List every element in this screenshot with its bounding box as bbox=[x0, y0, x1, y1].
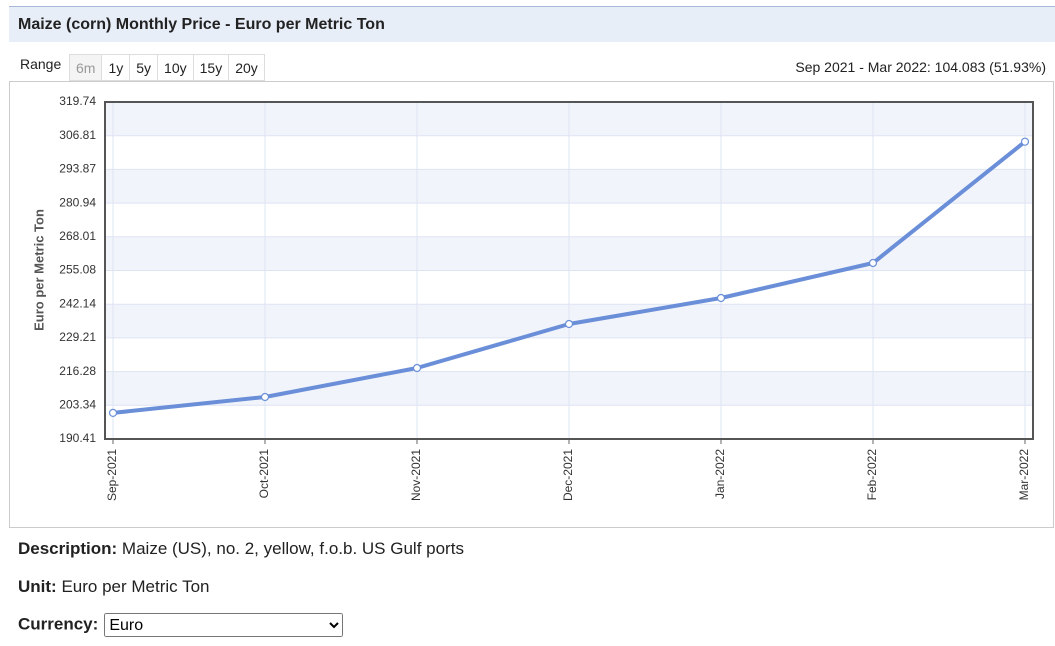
data-point bbox=[868, 258, 878, 268]
header: Maize (corn) Monthly Price - Euro per Me… bbox=[9, 6, 1055, 42]
data-point bbox=[1020, 137, 1030, 146]
range-button[interactable]: 10y bbox=[157, 54, 193, 81]
currency-select[interactable]: Euro bbox=[104, 613, 344, 637]
y-tick-label: 306.81 bbox=[59, 128, 96, 142]
x-tick-label: Oct-2021 bbox=[257, 449, 271, 499]
currency: Currency: Euro bbox=[18, 613, 344, 637]
range-button[interactable]: 15y bbox=[192, 54, 229, 81]
y-tick-label: 255.08 bbox=[59, 263, 96, 277]
range-button[interactable]: 1y bbox=[101, 54, 130, 81]
range-button[interactable]: 5y bbox=[129, 54, 158, 81]
y-tick-label: 190.41 bbox=[59, 431, 96, 445]
y-tick-label: 242.14 bbox=[59, 296, 96, 310]
y-tick-label: 280.94 bbox=[59, 195, 96, 209]
data-point bbox=[716, 293, 726, 303]
x-tick-label: Jan-2022 bbox=[713, 449, 727, 499]
y-tick-label: 293.87 bbox=[59, 162, 96, 176]
description-label: Description: bbox=[18, 539, 118, 558]
x-tick-label: Nov-2021 bbox=[409, 449, 423, 501]
y-axis-label: Euro per Metric Ton bbox=[31, 209, 46, 331]
unit-label: Unit: bbox=[18, 577, 57, 596]
unit: Unit: Euro per Metric Ton bbox=[18, 577, 209, 597]
data-point bbox=[412, 363, 422, 373]
y-tick-label: 229.21 bbox=[59, 330, 96, 344]
range-label: Range bbox=[20, 56, 62, 72]
description: Description: Maize (US), no. 2, yellow, … bbox=[18, 539, 464, 559]
data-point bbox=[564, 319, 574, 329]
range-button[interactable]: 20y bbox=[228, 54, 265, 81]
chart: Euro per Metric Ton 190.41 203.34 216.28 22… bbox=[9, 81, 1054, 528]
description-text: Maize (US), no. 2, yellow, f.o.b. US Gul… bbox=[121, 539, 464, 558]
y-tick-label: 268.01 bbox=[59, 229, 96, 243]
currency-label: Currency: bbox=[18, 614, 99, 634]
data-point bbox=[108, 408, 118, 417]
plot-border bbox=[104, 101, 1034, 440]
y-tick-label: 319.74 bbox=[59, 94, 96, 108]
header-title: Maize (corn) Monthly Price - Euro per Me… bbox=[18, 16, 385, 33]
y-tick-label: 203.34 bbox=[59, 397, 96, 411]
range-summary: Sep 2021 - Mar 2022: 104.083 (51.93%) bbox=[795, 59, 1046, 75]
x-tick-label: Sep-2021 bbox=[105, 449, 119, 501]
x-tick-label: Feb-2022 bbox=[865, 449, 879, 501]
y-tick-label: 216.28 bbox=[59, 364, 96, 378]
x-tick-label: Dec-2021 bbox=[561, 449, 575, 501]
range-buttons: 6m 1y 5y 10y 15y 20y bbox=[69, 54, 265, 81]
data-point bbox=[260, 392, 270, 402]
unit-text: Euro per Metric Ton bbox=[61, 577, 210, 596]
x-tick-label: Mar-2022 bbox=[1017, 449, 1031, 501]
range-button[interactable]: 6m bbox=[69, 54, 102, 81]
